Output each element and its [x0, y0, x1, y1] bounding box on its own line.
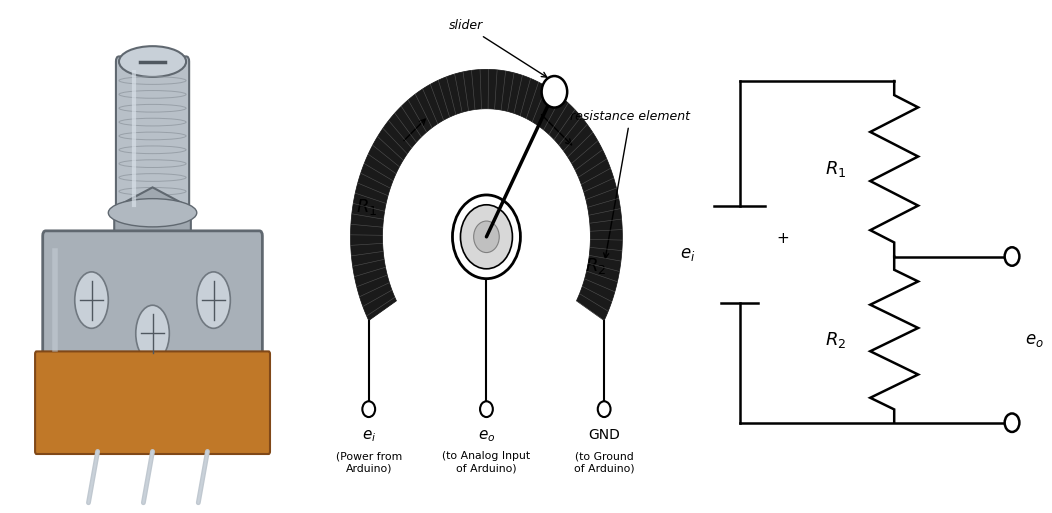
Circle shape — [598, 401, 610, 417]
Circle shape — [1005, 413, 1019, 432]
Circle shape — [1005, 247, 1019, 266]
Text: GND: GND — [588, 428, 620, 442]
Text: (to Analog Input
of Arduino): (to Analog Input of Arduino) — [443, 451, 530, 473]
Polygon shape — [350, 69, 623, 321]
Circle shape — [197, 272, 230, 328]
Text: slider: slider — [449, 19, 547, 77]
Circle shape — [75, 272, 108, 328]
FancyBboxPatch shape — [116, 56, 189, 221]
Ellipse shape — [108, 199, 197, 227]
Text: $e_o$: $e_o$ — [1025, 330, 1044, 349]
Text: resistance element: resistance element — [570, 110, 690, 258]
Polygon shape — [115, 187, 190, 269]
Ellipse shape — [119, 46, 186, 77]
Circle shape — [461, 205, 512, 269]
Circle shape — [136, 305, 169, 362]
Text: $R_2$: $R_2$ — [825, 330, 846, 349]
Text: (Power from
Arduino): (Power from Arduino) — [336, 451, 402, 473]
Text: +: + — [776, 230, 789, 246]
FancyBboxPatch shape — [43, 231, 262, 369]
Text: $e_i$: $e_i$ — [681, 245, 695, 263]
Text: $R_1$: $R_1$ — [357, 198, 378, 217]
Text: $e_i$: $e_i$ — [362, 428, 376, 444]
Circle shape — [473, 221, 500, 252]
Text: $e_o$: $e_o$ — [478, 428, 495, 444]
Text: $R_1$: $R_1$ — [825, 159, 846, 179]
Circle shape — [542, 76, 567, 108]
Text: $R_2$: $R_2$ — [585, 256, 606, 277]
Circle shape — [452, 195, 521, 279]
Circle shape — [362, 401, 376, 417]
FancyBboxPatch shape — [35, 351, 270, 454]
Text: (to Ground
of Arduino): (to Ground of Arduino) — [573, 451, 634, 473]
Circle shape — [480, 401, 492, 417]
